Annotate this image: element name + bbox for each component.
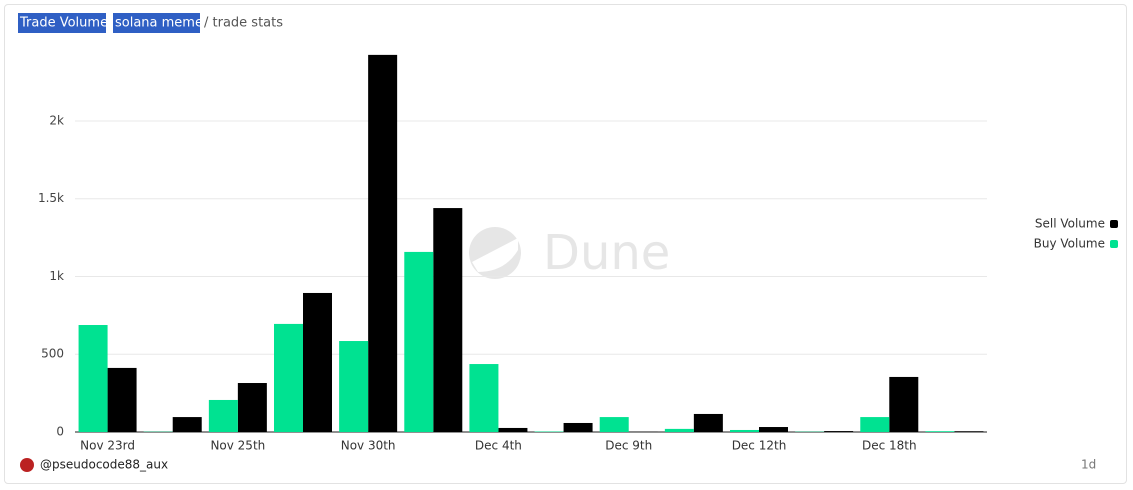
y-tick-label: 2k	[49, 113, 64, 127]
bar	[599, 417, 629, 432]
y-tick-label: 500	[41, 347, 64, 361]
x-tick-label: Dec 12th	[732, 439, 787, 453]
chart-title[interactable]: Trade Volume	[19, 16, 108, 31]
bar	[339, 341, 369, 432]
bar	[107, 367, 137, 432]
legend-swatch	[1110, 220, 1118, 228]
bar	[498, 427, 528, 432]
bar	[759, 427, 788, 432]
y-tick-label: 1.5k	[38, 191, 64, 205]
author[interactable]: @pseudocode88_aux	[40, 458, 168, 472]
chart-subtitle: / trade stats	[204, 16, 283, 31]
watermark: Dune	[543, 225, 670, 281]
legend-swatch	[1110, 240, 1118, 248]
bar	[664, 428, 694, 432]
x-tick-label: Nov 30th	[341, 439, 396, 453]
y-tick-label: 0	[56, 425, 64, 439]
chart-title[interactable]: solana meme	[115, 16, 203, 31]
bar	[730, 429, 759, 432]
x-tick-label: Dec 4th	[475, 439, 522, 453]
x-tick-label: Dec 18th	[862, 439, 917, 453]
bar	[274, 323, 303, 432]
title-highlight	[113, 13, 200, 33]
bar	[860, 417, 890, 432]
watermark-logo	[472, 238, 518, 272]
title-highlight	[18, 13, 106, 33]
legend-label: Buy Volume	[1034, 237, 1105, 251]
bar	[824, 431, 854, 432]
x-tick-label: Nov 25th	[210, 439, 265, 453]
bar	[693, 413, 723, 432]
bar	[368, 54, 398, 432]
bar	[563, 422, 593, 432]
bar	[889, 376, 919, 432]
bar	[237, 383, 267, 432]
interval: 1d	[1081, 458, 1096, 472]
bar	[433, 208, 463, 432]
bar	[303, 292, 332, 432]
bar	[469, 364, 499, 432]
card	[4, 4, 1127, 484]
bar	[208, 399, 238, 432]
bar	[954, 431, 984, 432]
x-tick-label: Dec 9th	[605, 439, 652, 453]
author-avatar	[20, 458, 34, 472]
y-tick-label: 1k	[49, 269, 64, 283]
bar	[404, 251, 434, 432]
legend-label: Sell Volume	[1035, 217, 1105, 231]
bar	[925, 431, 955, 432]
bar	[78, 325, 108, 432]
bar	[172, 417, 202, 432]
x-tick-label: Nov 23rd	[80, 439, 135, 453]
